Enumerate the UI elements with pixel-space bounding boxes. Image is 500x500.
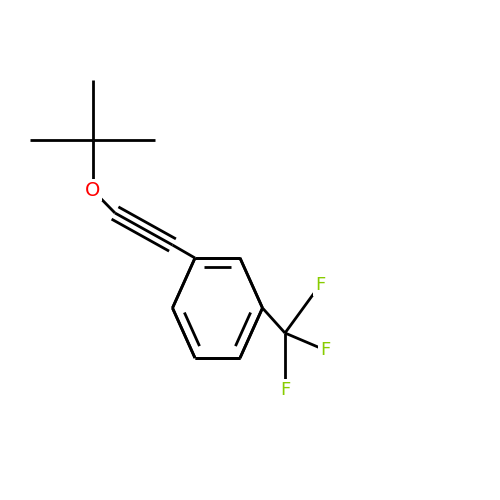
Text: O: O [85,180,100,200]
Text: F: F [315,276,325,294]
Text: F: F [320,341,330,359]
Text: F: F [280,381,290,399]
